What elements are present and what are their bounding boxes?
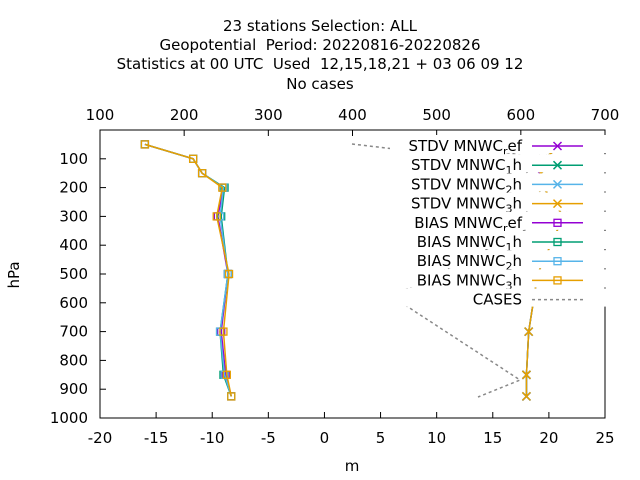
x2-tick-label: 400 [338,106,367,124]
legend-bg [390,250,625,269]
series-line [144,143,233,397]
data-point [553,218,562,227]
y-axis-label: hPa [5,261,23,288]
chart-title-line-2: Geopotential Period: 20220816-20220826 [159,36,481,54]
series-line [144,143,233,397]
y-tick-label: 300 [59,207,88,225]
data-point [553,237,562,247]
legend-label: BIAS MNWC3h [417,271,522,292]
y-tick-label: 800 [59,351,88,369]
series-4 [140,140,236,401]
data-point [552,141,563,151]
legend-bg [390,211,625,230]
chart-title-line-3: Statistics at 00 UTC Used 12,15,18,21 + … [116,55,524,73]
data-point [219,327,228,336]
y-tick-label: 1000 [50,409,88,427]
data-point [140,140,150,149]
series-7 [140,140,236,401]
x-tick-label: -5 [261,429,276,447]
legend-bg [390,192,625,211]
chart-title-line-4: No cases [286,75,354,93]
chart-title-line-1: 23 stations Selection: ALL [223,17,417,35]
legend-label: BIAS MNWC1h [417,233,522,254]
data-point [224,269,234,279]
y-tick-label: 500 [59,265,88,283]
x2-tick-label: 600 [507,106,536,124]
y-tick-label: 400 [59,236,88,254]
legend-label: BIAS MNWC2h [417,252,522,273]
axes-group: -20 -15 -10 -5 0 5 10 15 20 25 100 200 300 400 500 600 7… [50,106,620,447]
x-tick-label: 10 [427,429,446,447]
legend-label: CASES [473,291,522,309]
legend-label: BIAS MNWCref [414,214,522,235]
y-tick-label: 200 [59,179,88,197]
data-point [552,160,563,170]
legend-bg [390,269,625,288]
x2-tick-label: 100 [86,106,115,124]
x2-tick-label: 700 [591,106,620,124]
x2-tick-label: 200 [170,106,199,124]
series-6 [140,140,236,401]
x-tick-label: -10 [200,429,225,447]
legend-label: STDV MNWC3h [411,195,522,216]
x-tick-label: -20 [88,429,113,447]
data-point [521,391,531,401]
x-tick-label: -15 [144,429,169,447]
data-point [552,179,563,189]
y-tick-label: 700 [59,323,88,341]
legend-label: STDV MNWC2h [411,175,522,196]
legend-bg [390,135,625,153]
x-tick-label: 20 [539,429,558,447]
data-point [552,199,563,209]
legend-label: STDV MNWCref [408,137,522,158]
data-point [553,276,562,285]
series-line [144,143,233,397]
data-point [227,392,236,401]
legend-bg [390,173,625,192]
data-point [521,370,531,380]
x2-tick-label: 300 [254,106,283,124]
series-line [144,143,233,397]
x-axis-label: m [345,457,360,475]
x-tick-label: 0 [320,429,330,447]
x-tick-label: 15 [483,429,502,447]
legend-bg [390,154,625,173]
series-line [351,143,531,398]
y-tick-label: 900 [59,380,88,398]
x-tick-label: 25 [595,429,614,447]
y-tick-label: 600 [59,294,88,312]
data-point [212,212,221,221]
data-point [524,327,534,337]
data-point [188,154,198,163]
legend-label: STDV MNWC1h [411,156,522,177]
data-point [553,257,562,266]
series-8 [351,143,531,398]
data-point [222,370,231,379]
legend-bg [390,288,625,307]
x-tick-label: 5 [376,429,386,447]
series-5 [140,140,236,401]
data-point [218,183,227,192]
y-tick-label: 100 [59,150,88,168]
data-point [197,169,207,178]
x2-tick-label: 500 [422,106,451,124]
legend-bg [390,231,625,249]
